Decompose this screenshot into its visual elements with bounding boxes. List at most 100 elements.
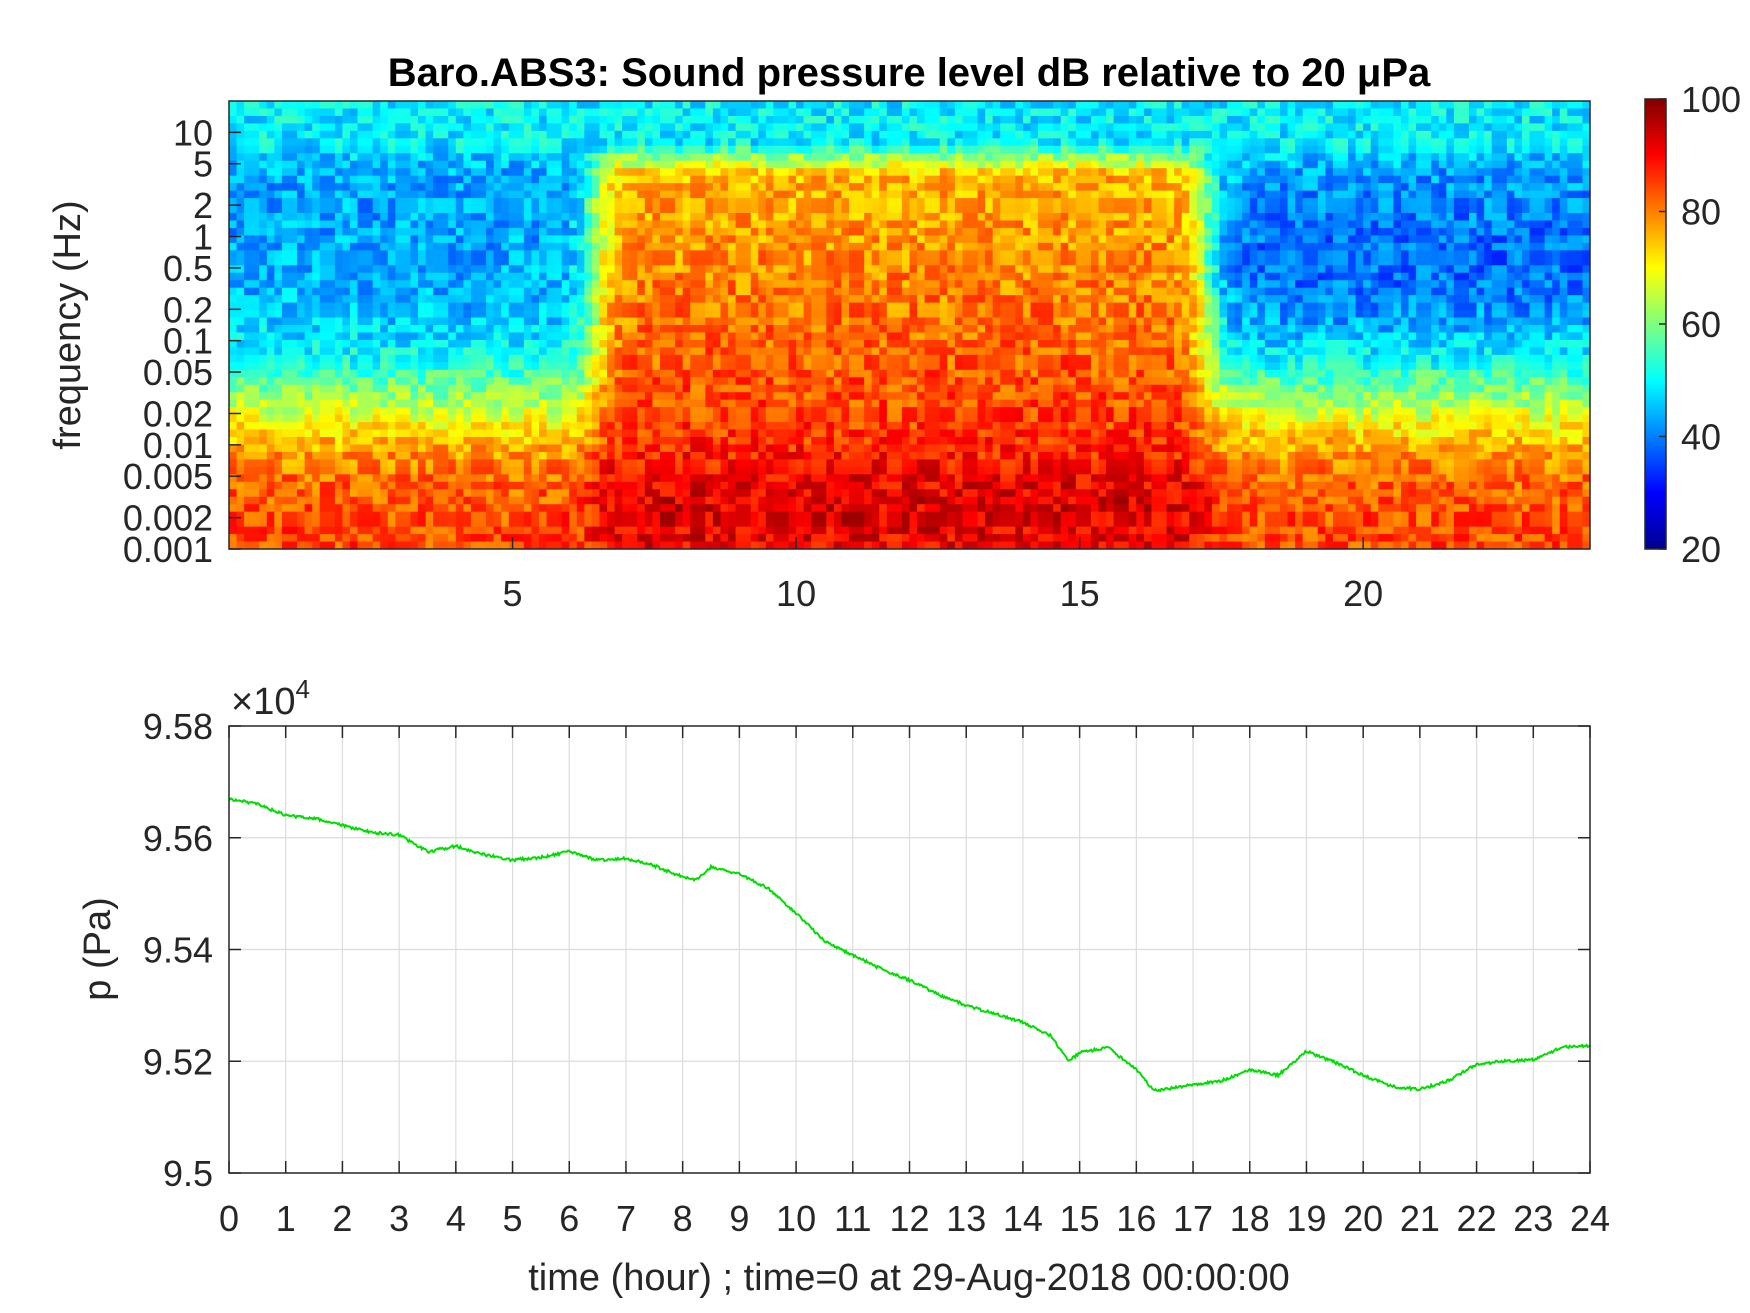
spectrogram-cell <box>833 451 843 460</box>
spectrogram-cell <box>365 123 374 132</box>
spectrogram-cell <box>773 481 782 490</box>
spectrogram-cell <box>773 332 782 341</box>
spectrogram-cell <box>349 339 359 348</box>
spectrogram-cell <box>705 145 714 154</box>
spectrogram-cell <box>289 474 298 483</box>
spectrogram-cell <box>599 272 608 281</box>
spectrogram-cell <box>728 504 737 513</box>
spectrogram-cell <box>312 325 321 334</box>
spectrogram-cell <box>508 108 517 117</box>
spectrogram-cell <box>637 101 646 110</box>
spectrogram-cell <box>281 198 291 207</box>
spectrogram-cell <box>697 504 706 513</box>
spectrogram-cell <box>365 332 374 341</box>
spectrogram-cell <box>849 220 858 229</box>
spectrogram-cell <box>697 541 706 549</box>
spectrogram-cell <box>750 130 759 139</box>
spectrogram-cell <box>229 414 238 423</box>
spectrogram-cell <box>765 534 774 543</box>
spectrogram-cell <box>773 496 782 505</box>
spectrogram-cell <box>319 466 328 475</box>
spectrogram-cell <box>637 287 646 296</box>
spectrogram-cell <box>682 437 691 446</box>
spectrogram-cell <box>440 451 449 460</box>
spectrogram-cell <box>561 295 570 304</box>
spectrogram-cell <box>281 392 291 401</box>
spectrogram-cell <box>712 377 722 386</box>
spectrogram-cell <box>652 399 661 408</box>
spectrogram-cell <box>455 339 464 348</box>
spectrogram-cell <box>728 295 737 304</box>
spectrogram-cell <box>455 526 464 535</box>
spectrogram-cell <box>576 175 585 184</box>
spectrogram-cell <box>599 459 608 468</box>
spectrogram-cell <box>387 429 396 438</box>
spectrogram-cell <box>289 526 298 535</box>
spectrogram-cell <box>327 213 336 222</box>
spectrogram-cell <box>788 190 797 199</box>
spectrogram-cell <box>493 489 502 498</box>
spectrogram-cell <box>659 354 669 363</box>
spectrogram-cell <box>599 414 608 423</box>
spectrogram-cell <box>402 451 412 460</box>
spectrogram-cell <box>455 384 464 393</box>
spectrogram-cell <box>312 384 321 393</box>
spectrogram-cell <box>365 145 374 154</box>
spectrogram-cell <box>705 183 714 192</box>
spectrogram-cell <box>236 190 245 199</box>
spectrogram-cell <box>259 474 268 483</box>
spectrogram-cell <box>410 519 419 528</box>
spectrogram-cell <box>266 444 275 453</box>
spectrogram-cell <box>690 108 699 117</box>
spectrogram-cell <box>833 339 843 348</box>
spectrogram-cell <box>493 257 502 266</box>
spectrogram-cell <box>372 108 381 117</box>
spectrogram-cell <box>357 168 366 177</box>
spectrogram-cell <box>750 377 759 386</box>
spectrogram-cell <box>682 198 691 207</box>
spectrogram-cell <box>818 235 827 244</box>
spectrogram-cell <box>440 369 449 378</box>
spectrogram-cell <box>531 190 540 199</box>
spectrogram-cell <box>667 220 676 229</box>
spectrogram-cell <box>675 347 684 356</box>
spectrogram-cell <box>720 407 729 416</box>
spectrogram-cell <box>266 392 275 401</box>
spectrogram-cell <box>259 160 268 169</box>
spectrogram-cell <box>675 190 684 199</box>
spectrogram-cell <box>712 190 722 199</box>
spectrogram-cell <box>546 362 555 371</box>
spectrogram-cell <box>644 145 654 154</box>
spectrogram-cell <box>433 250 442 259</box>
spectrogram-cell <box>380 407 389 416</box>
spectrogram-cell <box>788 496 797 505</box>
spectrogram-cell <box>395 414 404 423</box>
spectrogram-cell <box>342 474 351 483</box>
spectrogram-cell <box>266 138 275 147</box>
spectrogram-cell <box>750 138 759 147</box>
spectrogram-cell <box>274 317 283 326</box>
spectrogram-cell <box>410 444 419 453</box>
spectrogram-cell <box>818 310 827 319</box>
spectrogram-cell <box>584 108 593 117</box>
spectrogram-cell <box>705 257 714 266</box>
spectrogram-cell <box>455 190 464 199</box>
spectrogram-cell <box>539 101 548 110</box>
spectrogram-cell <box>591 317 601 326</box>
spectrogram-cell <box>365 526 374 535</box>
spectrogram-cell <box>652 496 661 505</box>
spectrogram-cell <box>357 205 366 214</box>
spectrogram-cell <box>735 302 744 311</box>
spectrogram-cell <box>735 526 744 535</box>
spectrogram-cell <box>841 130 850 139</box>
spectrogram-cell <box>516 332 525 341</box>
spectrogram-cell <box>357 213 366 222</box>
spectrogram-cell <box>849 339 858 348</box>
spectrogram-cell <box>297 526 306 535</box>
spectrogram-cell <box>788 295 797 304</box>
spectrogram-cell <box>312 504 321 513</box>
spectrogram-cell <box>349 115 359 124</box>
spectrogram-cell <box>675 183 684 192</box>
spectrogram-cell <box>818 466 827 475</box>
spectrogram-cell <box>569 302 578 311</box>
